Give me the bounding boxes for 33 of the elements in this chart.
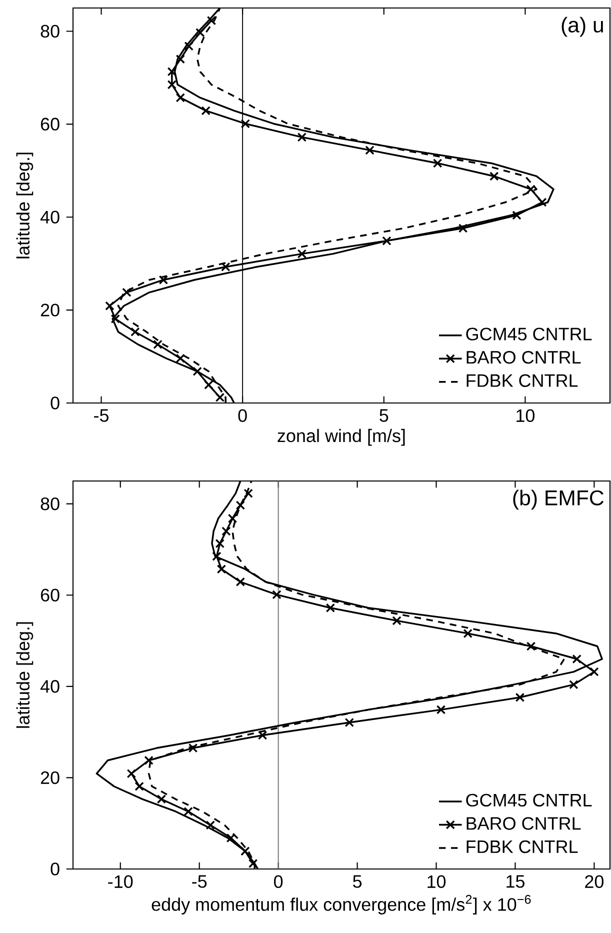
y-tick-label: 20	[40, 771, 60, 784]
y-tick-label: 20	[40, 304, 60, 316]
x-tick-label: -5	[94, 409, 109, 422]
y-tick-label: 60	[40, 118, 60, 131]
x-axis-title: eddy momentum flux convergence [m/s$^{2}$] x 10$^{−6}$	[152, 894, 531, 914]
x-tick-label: 0	[274, 875, 283, 888]
legend-label: GCM45 CNTRL	[466, 328, 592, 340]
annotation: (b) EMFC	[513, 490, 604, 510]
legend-label: BARO CNTRL	[466, 817, 581, 830]
x-tick-label: -10	[108, 875, 133, 888]
y-tick-label: 80	[40, 497, 60, 510]
y-tick-label: 80	[40, 24, 60, 38]
legend-label: BARO CNTRL	[466, 350, 581, 364]
legend-label: FDBK CNTRL	[466, 840, 578, 854]
x-tick-label: 10	[516, 409, 534, 422]
y-axis-title: latitude [deg.]	[16, 622, 34, 728]
x-tick-label: 5	[352, 875, 362, 888]
legend-label: GCM45 CNTRL	[466, 794, 592, 807]
legend-label: FDBK CNTRL	[466, 374, 578, 387]
x-tick-label: 0	[238, 409, 247, 422]
y-axis-title: latitude [deg.]	[16, 152, 34, 258]
x-tick-label: 15	[506, 875, 524, 888]
x-tick-label: -5	[192, 875, 207, 888]
annotation: (a) u	[562, 16, 603, 37]
x-axis-title: zonal wind [m/s]	[278, 428, 405, 446]
y-tick-label: 40	[40, 210, 60, 224]
y-tick-label: 0	[50, 396, 60, 410]
y-tick-label: 60	[40, 588, 60, 602]
y-tick-label: 40	[40, 680, 60, 693]
x-tick-label: 10	[428, 875, 446, 888]
x-tick-label: 5	[380, 409, 388, 422]
x-tick-label: 20	[585, 875, 604, 888]
y-tick-label: 0	[50, 862, 60, 876]
